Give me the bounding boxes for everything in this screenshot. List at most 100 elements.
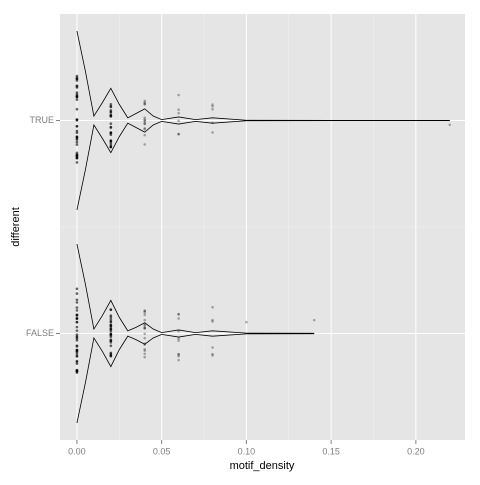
data-point [75, 86, 79, 89]
data-point [143, 324, 147, 327]
data-point [177, 93, 180, 97]
data-point [177, 133, 180, 136]
data-point [109, 115, 113, 118]
data-point [109, 314, 113, 317]
data-point [75, 161, 79, 164]
violin-outline [76, 120, 450, 211]
data-point [143, 348, 147, 351]
violin-outline [76, 243, 315, 334]
data-point [177, 329, 180, 333]
data-point [143, 101, 147, 104]
data-point [75, 339, 79, 342]
data-point [177, 312, 180, 316]
data-point [75, 93, 79, 96]
data-point [143, 120, 147, 123]
data-point [143, 326, 147, 330]
data-point [177, 337, 180, 340]
data-point [177, 358, 180, 362]
data-point [109, 351, 113, 355]
data-point [75, 84, 79, 87]
x-axis-title: motif_density [230, 460, 295, 472]
data-point [109, 323, 113, 326]
data-point [177, 313, 180, 316]
data-point [75, 349, 79, 352]
data-point [75, 119, 79, 122]
data-point [75, 325, 79, 329]
data-point [75, 136, 79, 139]
data-point [109, 122, 113, 125]
data-point [109, 104, 113, 108]
data-point [211, 346, 214, 349]
data-point [75, 329, 79, 332]
data-point [143, 332, 147, 336]
data-point [75, 138, 79, 141]
data-point [109, 145, 113, 149]
data-point [448, 123, 452, 127]
data-point [75, 306, 79, 309]
data-point [75, 309, 79, 312]
data-point [211, 105, 214, 108]
data-point [177, 352, 180, 356]
data-point [75, 107, 79, 111]
data-point [75, 371, 79, 374]
data-point [75, 355, 79, 358]
data-point [109, 317, 113, 321]
data-point [143, 99, 147, 103]
data-point [143, 143, 147, 146]
data-point [143, 133, 147, 137]
data-point [143, 122, 147, 126]
x-tick-label: 0.15 [322, 446, 340, 456]
data-point [177, 111, 180, 115]
data-point [211, 352, 214, 356]
data-point [109, 344, 113, 348]
data-point [75, 333, 79, 336]
data-point [75, 368, 79, 372]
data-point [177, 108, 180, 112]
data-point [143, 118, 147, 121]
data-point [109, 103, 113, 106]
violin-outline [76, 30, 450, 121]
data-point [143, 116, 147, 119]
data-point [143, 313, 147, 317]
data-point [177, 317, 180, 320]
data-point [211, 131, 214, 134]
data-point [75, 143, 79, 146]
data-point [109, 139, 113, 142]
x-tick-label: 0.10 [238, 446, 256, 456]
data-point [109, 141, 113, 145]
x-tick-label: 0.05 [153, 446, 171, 456]
data-point [177, 354, 180, 358]
data-point [143, 323, 147, 326]
data-point [177, 132, 180, 136]
data-point [75, 156, 79, 160]
data-point [143, 102, 147, 106]
data-point [75, 287, 79, 291]
data-point [143, 336, 147, 340]
y-axis-title: different [10, 207, 22, 247]
data-point [143, 309, 147, 313]
data-point [75, 317, 79, 320]
data-point [109, 354, 113, 357]
data-point [245, 320, 248, 324]
data-point [75, 337, 79, 340]
data-point [211, 305, 214, 309]
data-point [109, 339, 113, 343]
data-point [211, 320, 214, 323]
data-point [109, 131, 113, 134]
data-point [143, 103, 147, 106]
data-point [109, 333, 113, 336]
data-point [211, 354, 214, 357]
data-point [75, 131, 79, 135]
data-point [75, 140, 79, 144]
data-point [75, 91, 79, 94]
data-point [312, 318, 316, 322]
data-point [143, 349, 147, 352]
data-point [75, 292, 79, 295]
x-tick-label: 0.00 [68, 446, 86, 456]
data-point [143, 352, 147, 356]
violin-outline [76, 333, 315, 424]
data-point [75, 129, 79, 133]
data-point [143, 327, 147, 330]
